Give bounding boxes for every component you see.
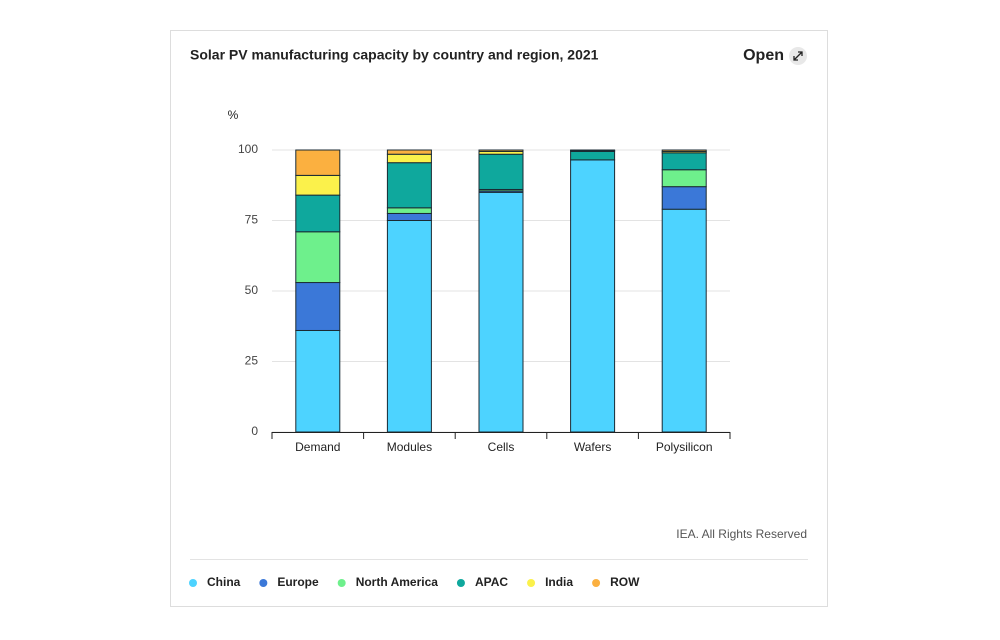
legend-marker xyxy=(337,579,346,587)
bar-segment xyxy=(478,191,524,433)
bar-segment xyxy=(295,231,341,284)
bar-segment xyxy=(386,149,432,155)
y-tick-label: 100 xyxy=(238,142,258,156)
x-tick-label: Wafers xyxy=(574,440,612,454)
bar-segment xyxy=(570,159,616,433)
bar-segment xyxy=(386,153,432,164)
bar-segment xyxy=(295,194,341,233)
bar-segment xyxy=(478,153,524,190)
legend-label: India xyxy=(545,575,573,589)
x-tick-label: Cells xyxy=(488,440,515,454)
legend-label: APAC xyxy=(475,575,508,589)
bar-segment xyxy=(295,149,341,176)
legend-label: Europe xyxy=(277,575,319,589)
y-tick-label: 75 xyxy=(245,213,259,227)
bar-segment xyxy=(295,329,341,433)
bar-segment xyxy=(661,152,707,171)
x-tick-label: Polysilicon xyxy=(656,440,713,454)
bar-segment xyxy=(295,174,341,196)
bar-segment xyxy=(386,220,432,433)
x-tick-label: Modules xyxy=(387,440,432,454)
chart-title: Solar PV manufacturing capacity by count… xyxy=(190,47,599,63)
bar-segment xyxy=(386,212,432,221)
bar-segment xyxy=(661,149,707,152)
bar-segment xyxy=(570,149,616,152)
y-tick-label: 50 xyxy=(245,283,259,297)
legend-label: ROW xyxy=(610,575,640,589)
bar-segment xyxy=(478,149,524,152)
open-label[interactable]: Open xyxy=(743,47,784,64)
legend-marker xyxy=(189,579,197,587)
bar-segment xyxy=(386,207,432,214)
legend-label: China xyxy=(207,575,241,589)
open-button[interactable]: Open xyxy=(743,47,807,65)
source: IEA. All Rights Reserved xyxy=(676,527,807,541)
bar-segment xyxy=(661,208,707,433)
bar-segment xyxy=(661,169,707,188)
y-tick-label: 0 xyxy=(251,424,258,438)
open-icon-arrow xyxy=(793,51,803,61)
bar-segment xyxy=(661,186,707,210)
legend-marker xyxy=(527,579,536,587)
x-tick-label: Demand xyxy=(295,440,340,454)
legend-marker xyxy=(592,579,601,587)
y-axis-label: % xyxy=(228,108,239,122)
bar-segment xyxy=(295,282,341,331)
bar-segment xyxy=(386,162,432,209)
legend-label: North America xyxy=(356,575,439,589)
legend-marker xyxy=(259,579,268,587)
bar-segment xyxy=(570,150,616,161)
y-tick-label: 25 xyxy=(245,354,259,368)
legend-marker xyxy=(456,579,465,587)
